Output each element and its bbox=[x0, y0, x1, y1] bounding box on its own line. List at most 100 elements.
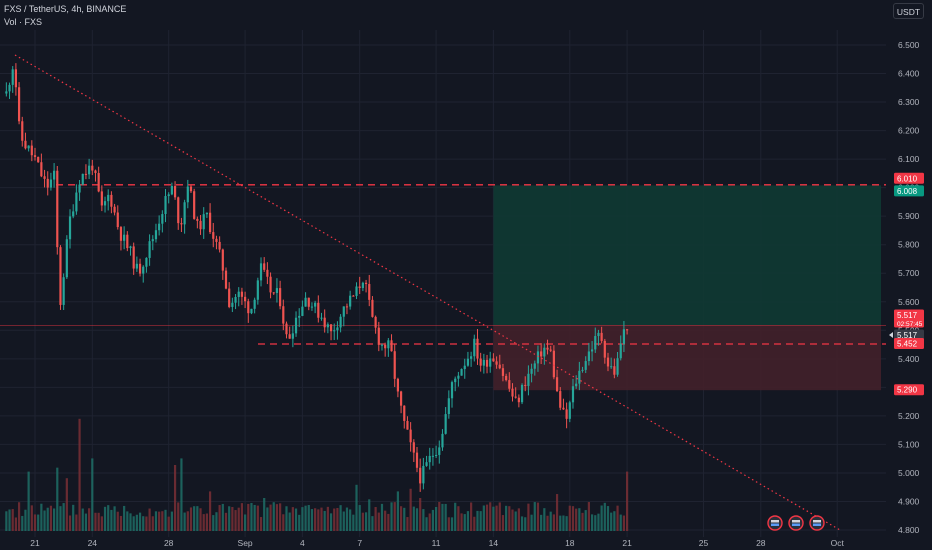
time-tick-label: Oct bbox=[831, 538, 845, 548]
candle-body bbox=[84, 173, 88, 175]
volume-bar bbox=[438, 501, 441, 531]
volume-bar bbox=[126, 511, 129, 531]
volume-bar bbox=[412, 506, 415, 531]
volume-bar bbox=[11, 509, 14, 531]
candle-body bbox=[543, 347, 546, 357]
price-tick-label: 6.500 bbox=[898, 40, 920, 50]
currency-unit-button[interactable]: USDT bbox=[893, 3, 924, 19]
volume-bar bbox=[562, 515, 565, 531]
volume-bar bbox=[425, 517, 428, 531]
volume-bar bbox=[463, 514, 466, 531]
event-icons bbox=[767, 515, 825, 531]
candle-body bbox=[91, 165, 94, 171]
volume-bar bbox=[435, 506, 438, 531]
volume-bar bbox=[231, 506, 234, 531]
volume-bar bbox=[132, 516, 135, 531]
time-tick-label: 25 bbox=[699, 538, 709, 548]
candle-body bbox=[250, 308, 253, 314]
price-label-box bbox=[894, 309, 924, 328]
volume-bar bbox=[189, 507, 193, 531]
trendline bbox=[14, 54, 841, 531]
volume-bar bbox=[422, 509, 425, 531]
volume-bar bbox=[145, 516, 148, 531]
volume-bar bbox=[263, 498, 266, 531]
candle-body bbox=[94, 170, 97, 174]
candle-body bbox=[498, 364, 501, 369]
candle-body bbox=[371, 299, 374, 317]
price-tick-label: 5.100 bbox=[898, 439, 920, 449]
volume-bar bbox=[215, 512, 218, 531]
candle-body bbox=[272, 292, 275, 294]
candle-body bbox=[158, 223, 161, 231]
candle-body bbox=[72, 211, 75, 217]
time-tick-label: 14 bbox=[489, 538, 499, 548]
candle-body bbox=[294, 317, 298, 334]
candle-body bbox=[62, 277, 65, 305]
volume-bar bbox=[527, 503, 530, 531]
candle-body bbox=[606, 357, 610, 367]
event-icon-bar bbox=[813, 520, 821, 523]
candle-body bbox=[489, 358, 492, 367]
volume-bar bbox=[91, 458, 94, 531]
candle-body bbox=[431, 455, 435, 457]
volume-bar bbox=[310, 509, 314, 531]
volume-bar bbox=[454, 502, 457, 531]
volume-bar bbox=[450, 517, 454, 531]
price-tick-label: 5.700 bbox=[898, 268, 920, 278]
candle-body bbox=[17, 87, 21, 122]
volume-bar bbox=[78, 418, 81, 531]
volume-bar bbox=[224, 512, 228, 531]
candle-body bbox=[355, 286, 358, 296]
price-tick-label: 6.100 bbox=[898, 154, 920, 164]
candle-body bbox=[75, 192, 78, 212]
volume-bar bbox=[186, 511, 189, 531]
time-tick-label: 7 bbox=[357, 538, 362, 548]
candle-body bbox=[533, 363, 536, 369]
volume-bar bbox=[301, 507, 304, 531]
candle-body bbox=[199, 220, 202, 230]
volume-bar bbox=[291, 507, 294, 531]
candle-body bbox=[279, 288, 282, 307]
price-axis-label: 5.452 bbox=[894, 337, 924, 349]
volume-bar bbox=[470, 502, 473, 531]
volume-bar bbox=[59, 506, 62, 531]
candle-body bbox=[540, 351, 543, 357]
volume-bar bbox=[40, 503, 43, 531]
candle-body bbox=[361, 282, 364, 288]
volume-bar bbox=[342, 511, 345, 531]
volume-bar bbox=[75, 514, 78, 531]
volume-indicator-label: Vol · FXS bbox=[4, 17, 43, 27]
candle-body bbox=[259, 263, 263, 281]
candle-body bbox=[78, 184, 81, 193]
volume-bar bbox=[387, 513, 390, 531]
candle-body bbox=[517, 397, 520, 403]
candle-body bbox=[320, 317, 323, 319]
candle-body bbox=[524, 384, 527, 386]
candle-body bbox=[403, 405, 406, 421]
candle-body bbox=[151, 239, 154, 242]
candle-body bbox=[463, 365, 466, 370]
candle-body bbox=[415, 452, 419, 468]
candle-body bbox=[148, 241, 151, 258]
candle-body bbox=[110, 194, 113, 207]
economic-event-icon bbox=[767, 515, 783, 531]
volume-bar bbox=[154, 511, 158, 531]
candle-body bbox=[263, 263, 266, 270]
time-tick-label: 11 bbox=[432, 538, 441, 548]
candle-body bbox=[49, 179, 53, 188]
price-label-text: 5.517 bbox=[897, 311, 918, 320]
candle-body bbox=[435, 454, 438, 456]
volume-bar bbox=[27, 471, 30, 531]
candle-body bbox=[314, 302, 317, 307]
volume-bar bbox=[498, 502, 501, 531]
price-label-text: 5.517 bbox=[897, 331, 918, 340]
candle-body bbox=[97, 173, 100, 192]
candle-body bbox=[167, 194, 170, 197]
volume-bar bbox=[180, 458, 183, 531]
price-axis: 6.5006.4006.3006.2006.1006.0005.9005.800… bbox=[898, 40, 920, 535]
volume-bar bbox=[485, 504, 489, 531]
horizontal-levels bbox=[0, 184, 886, 345]
volume-bar bbox=[495, 505, 498, 531]
candle-body bbox=[285, 323, 288, 335]
